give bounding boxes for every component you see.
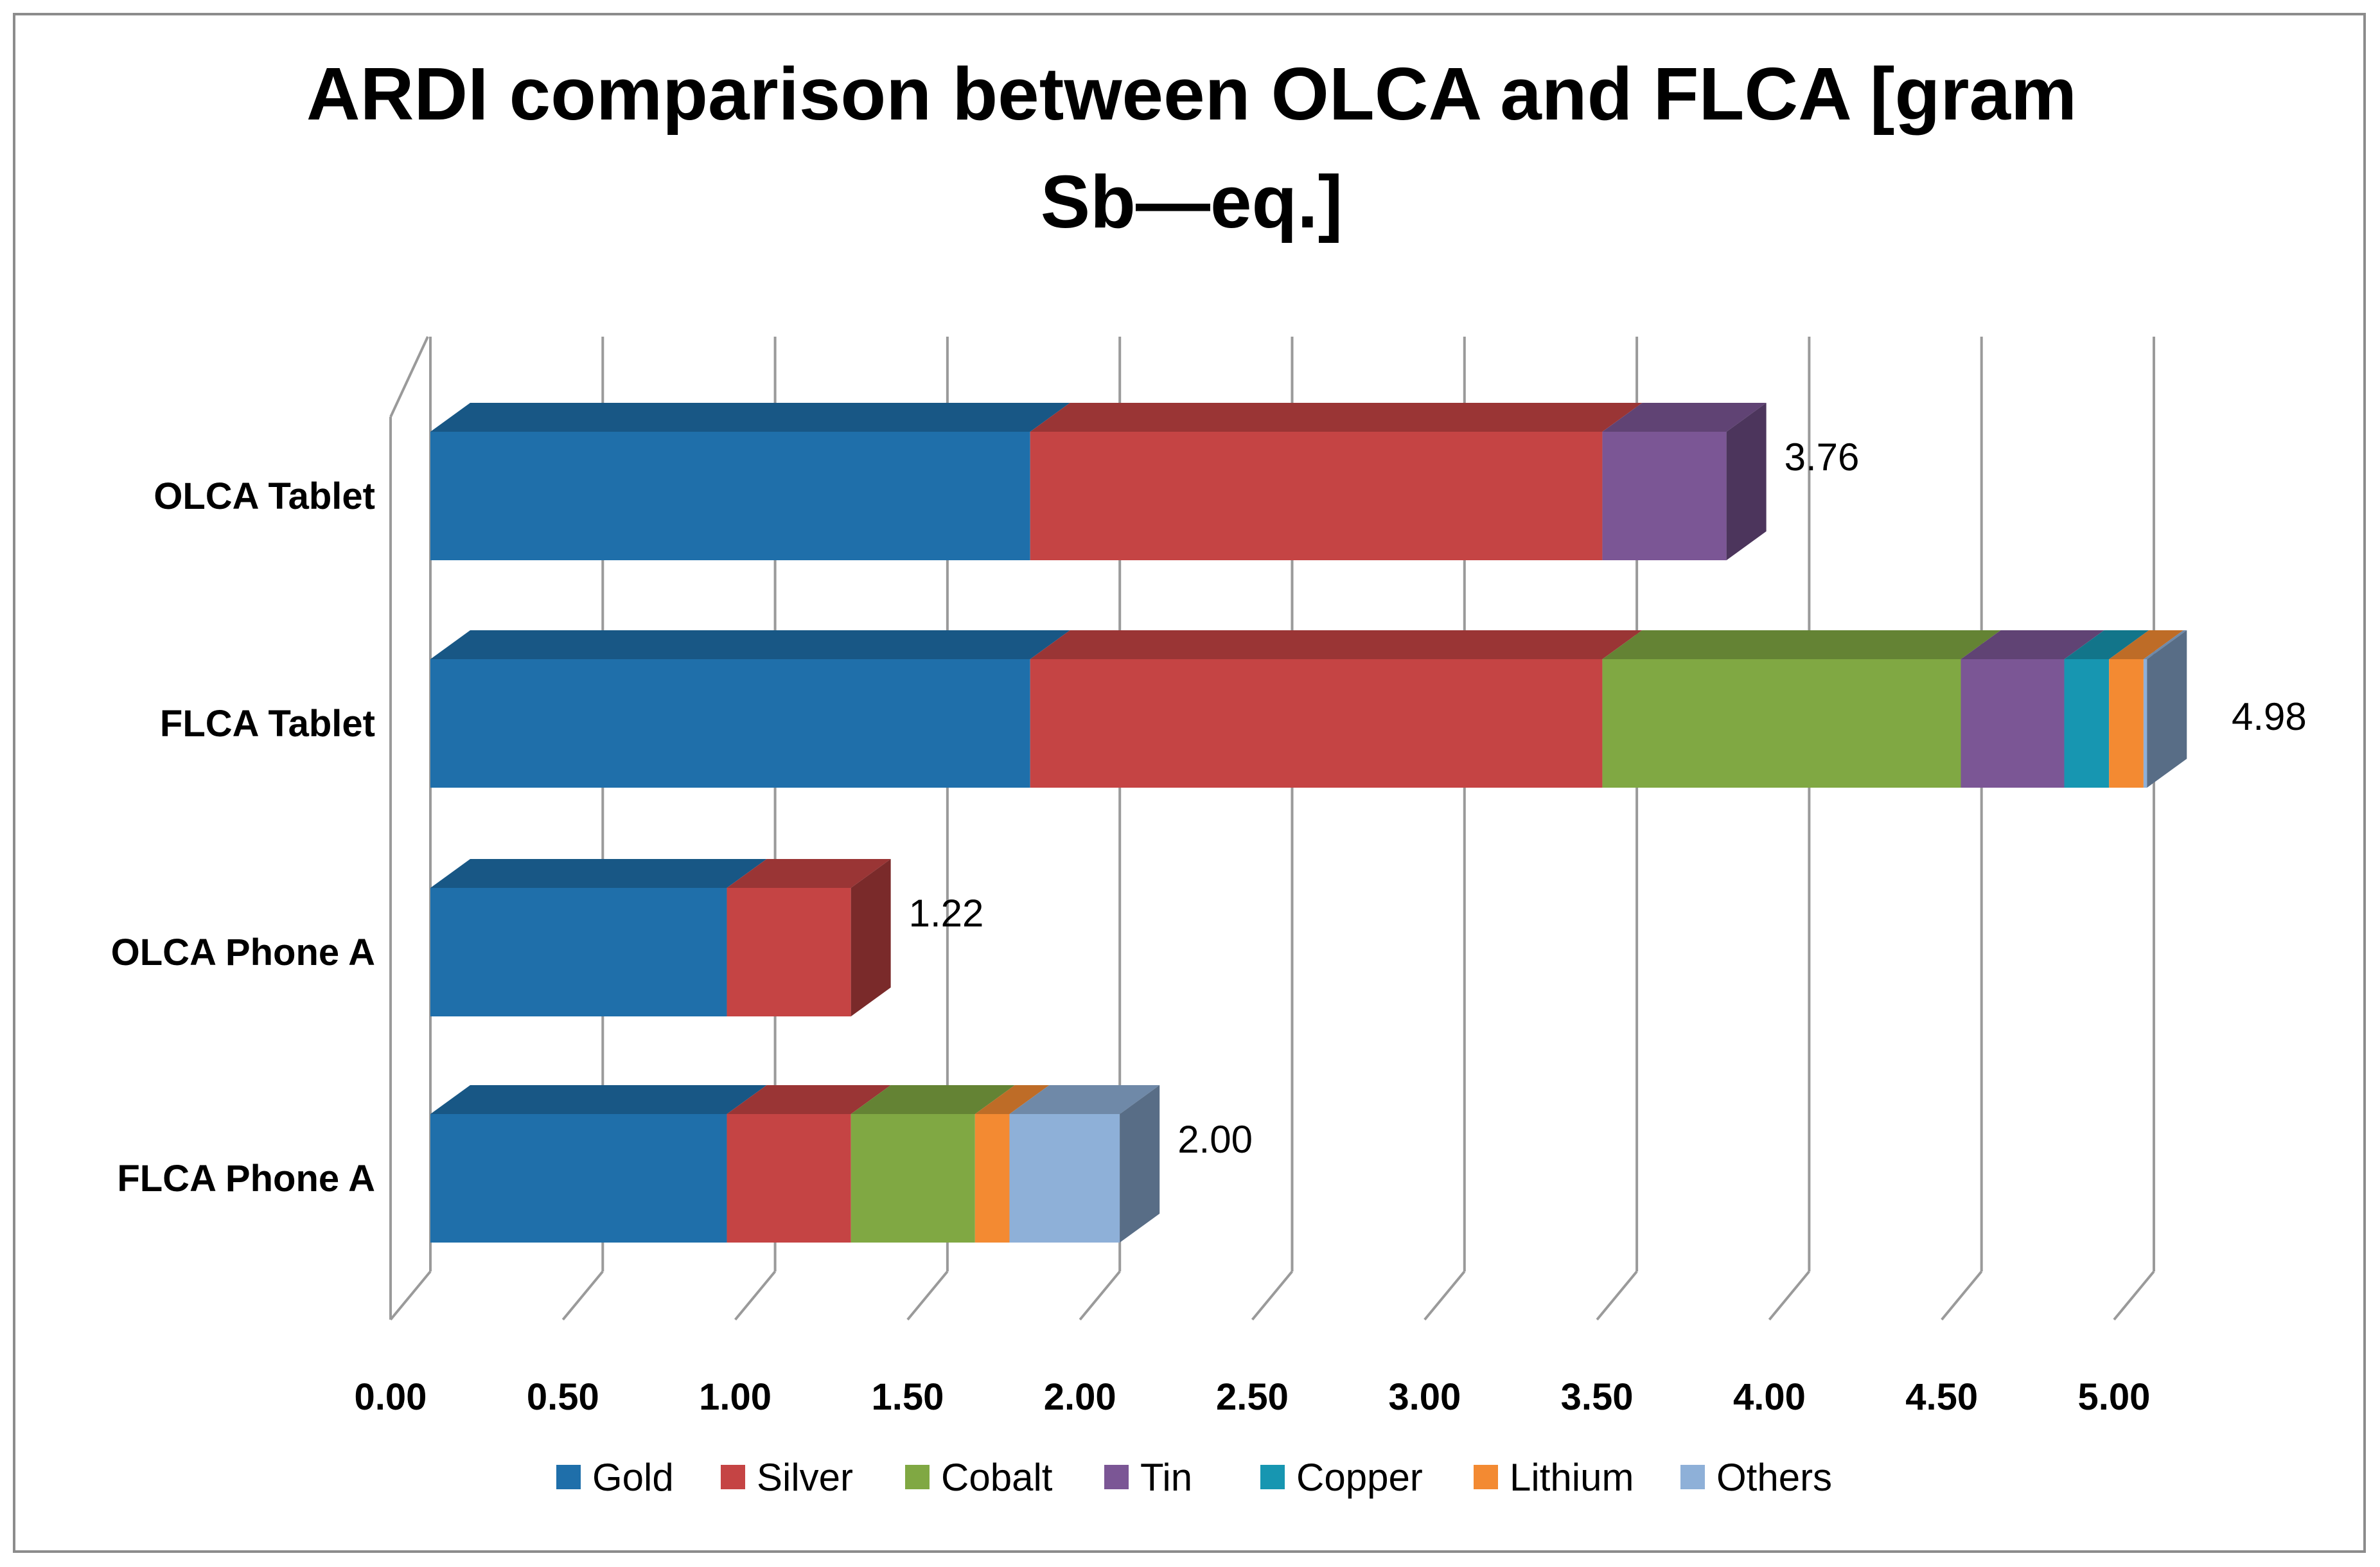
- bar-segment-side: [851, 859, 891, 1016]
- bar-segment-top: [727, 859, 891, 888]
- total-value-label: 3.76: [1785, 436, 1860, 479]
- x-tick-label: 3.00: [1388, 1376, 1461, 1418]
- chart-title-line-2: Sb—eq.]: [1041, 160, 1343, 243]
- chart-svg: ARDI comparison between OLCA and FLCA [g…: [111, 52, 2307, 1499]
- bar-segment-top: [2109, 630, 2183, 659]
- bar-segment-side: [1726, 403, 1767, 560]
- bar-segment: [1602, 659, 1961, 788]
- total-value-label: 1.22: [909, 892, 984, 935]
- x-tick-label: 1.00: [699, 1376, 771, 1418]
- legend-swatch: [556, 1465, 581, 1489]
- category-label: FLCA Tablet: [160, 703, 375, 745]
- gridline-floor: [906, 1270, 949, 1321]
- x-tick-label: 2.50: [1216, 1376, 1289, 1418]
- x-tick-label: 4.00: [1733, 1376, 1806, 1418]
- bar-segment-side: [2147, 630, 2187, 788]
- chart-title-line-1: ARDI comparison between OLCA and FLCA [g…: [306, 52, 2077, 136]
- bars: [430, 403, 2187, 1243]
- gridline-floor: [1596, 1270, 1638, 1321]
- legend-swatch: [1260, 1465, 1285, 1489]
- bar-segment-top: [430, 859, 767, 888]
- gridline-floor: [1768, 1270, 1810, 1321]
- x-tick-label: 3.50: [1561, 1376, 1634, 1418]
- legend-label: Gold: [592, 1456, 674, 1499]
- gridline-floor: [389, 1270, 432, 1321]
- bar-segment-top: [2143, 630, 2187, 659]
- gridline-floor: [1251, 1270, 1294, 1321]
- legend: Gold Silver Cobalt Tin Copper Lithium Others: [556, 1456, 1832, 1499]
- gridline-floor: [2113, 1270, 2155, 1321]
- total-value-label: 2.00: [1177, 1118, 1253, 1161]
- bar-segment: [430, 1114, 727, 1243]
- legend-swatch: [905, 1465, 930, 1489]
- bar-segment-top: [430, 630, 1070, 659]
- bar-segment-top: [1961, 630, 2104, 659]
- bar-segment: [2064, 659, 2110, 788]
- bar-segment-top: [430, 1085, 767, 1114]
- bar-segment-side: [1120, 1085, 1160, 1243]
- bar-segment: [2143, 659, 2147, 788]
- gridline-floor: [1079, 1270, 1121, 1321]
- legend-swatch: [1474, 1465, 1498, 1489]
- bar-segment-top: [1030, 403, 1643, 432]
- wall-top-edge: [389, 336, 429, 418]
- legend-label: Tin: [1140, 1456, 1192, 1499]
- x-tick-label: 2.00: [1044, 1376, 1116, 1418]
- gridline-floor: [1424, 1270, 1466, 1321]
- gridline-floor: [1941, 1270, 1983, 1321]
- x-tick-label: 1.50: [871, 1376, 944, 1418]
- total-value-label: 4.98: [2232, 695, 2307, 738]
- bar-segment-top: [974, 1085, 1050, 1114]
- bar-segment-top: [1602, 630, 2001, 659]
- labels: OLCA Tablet 3.76 FLCA Tablet 4.98 OLCA Phone…: [111, 436, 2307, 1200]
- x-tick-label: 5.00: [2078, 1376, 2151, 1418]
- bar-segment: [727, 888, 851, 1016]
- bar-segment: [1030, 659, 1603, 788]
- bar-segment-top: [727, 1085, 891, 1114]
- bar-segment-top: [2064, 630, 2149, 659]
- bar-segment: [974, 1114, 1010, 1243]
- bar-segment: [851, 1114, 975, 1243]
- chart-frame: ARDI comparison between OLCA and FLCA [g…: [13, 13, 2366, 1553]
- category-label: FLCA Phone A: [117, 1158, 375, 1200]
- bar-segment: [430, 888, 727, 1016]
- bar-segment: [727, 1114, 851, 1243]
- bar-segment: [1602, 432, 1727, 560]
- bar-segment: [2109, 659, 2144, 788]
- gridline-floor: [734, 1270, 777, 1321]
- bar-segment-top: [1030, 630, 1643, 659]
- legend-label: Cobalt: [941, 1456, 1053, 1499]
- bar-segment: [1009, 1114, 1120, 1243]
- bar-segment-top: [851, 1085, 1015, 1114]
- legend-label: Lithium: [1510, 1456, 1634, 1499]
- x-tick-label: 0.00: [355, 1376, 427, 1418]
- legend-swatch: [1104, 1465, 1129, 1489]
- category-label: OLCA Phone A: [111, 932, 375, 973]
- bar-segment-top: [1602, 403, 1767, 432]
- legend-label: Others: [1716, 1456, 1832, 1499]
- category-label: OLCA Tablet: [154, 475, 375, 517]
- bar-segment: [430, 432, 1030, 560]
- x-tick-label: 0.50: [527, 1376, 599, 1418]
- x-tick-label: 4.50: [1905, 1376, 1978, 1418]
- bar-segment: [1030, 432, 1603, 560]
- legend-label: Copper: [1296, 1456, 1423, 1499]
- bar-segment: [430, 659, 1030, 788]
- gridline-floor: [561, 1270, 604, 1321]
- bar-segment: [1961, 659, 2065, 788]
- legend-swatch: [1680, 1465, 1705, 1489]
- bar-segment-top: [430, 403, 1070, 432]
- bar-segment-top: [1009, 1085, 1160, 1114]
- legend-label: Silver: [757, 1456, 853, 1499]
- legend-swatch: [721, 1465, 745, 1489]
